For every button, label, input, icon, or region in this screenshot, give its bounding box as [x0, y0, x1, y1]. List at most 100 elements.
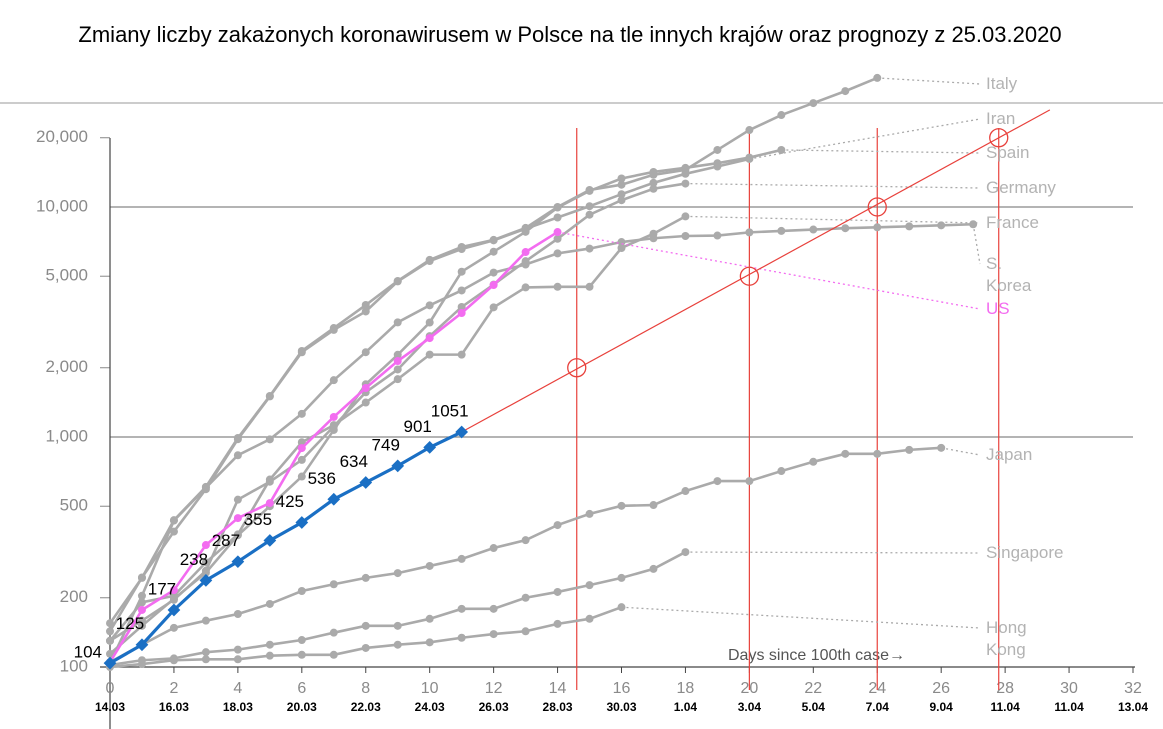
point — [169, 516, 178, 525]
value-label: 634 — [340, 452, 368, 471]
point — [201, 566, 210, 575]
value-label: 425 — [276, 492, 304, 511]
point — [297, 650, 306, 659]
x-date-label: 1.04 — [674, 700, 698, 714]
point — [425, 334, 434, 343]
forecast-point — [989, 128, 1009, 148]
point — [617, 501, 626, 510]
point — [297, 438, 306, 447]
point — [233, 435, 242, 444]
x-tick-label: 8 — [361, 680, 370, 697]
point — [393, 318, 402, 327]
highlight-point — [327, 492, 341, 506]
point — [489, 630, 498, 639]
leader-line — [685, 551, 981, 554]
point — [521, 283, 530, 292]
x-date-label: 18.03 — [223, 700, 253, 714]
point — [745, 228, 754, 237]
series-label: Singapore — [986, 543, 1064, 562]
point — [106, 627, 114, 636]
series-label: Hong Kong — [986, 618, 1027, 659]
point — [809, 457, 818, 466]
point — [937, 443, 946, 452]
point — [265, 435, 274, 444]
point — [553, 587, 562, 596]
point — [297, 636, 306, 645]
y-tick-label: 5,000 — [45, 266, 88, 285]
point — [297, 444, 306, 453]
point — [393, 365, 402, 374]
point — [361, 307, 370, 316]
point — [233, 495, 242, 504]
point — [617, 190, 626, 199]
x-date-label: 9.04 — [930, 700, 954, 714]
point — [649, 234, 658, 243]
point — [713, 231, 722, 240]
point — [425, 638, 434, 647]
point — [425, 350, 434, 359]
y-tick-label: 1,000 — [45, 426, 88, 445]
point — [425, 256, 434, 265]
point — [233, 655, 242, 664]
point — [137, 573, 146, 582]
x-date-label: 28.03 — [543, 700, 573, 714]
x-date-label: 24.03 — [415, 700, 445, 714]
y-tick-label: 2,000 — [45, 357, 88, 376]
point — [457, 302, 466, 311]
leader-line — [685, 182, 981, 189]
point — [393, 357, 402, 366]
leader-line — [972, 224, 981, 265]
point — [489, 268, 498, 277]
y-tick-label: 100 — [60, 656, 88, 675]
point — [361, 643, 370, 652]
point — [553, 619, 562, 628]
point — [201, 648, 210, 657]
value-label: 536 — [308, 469, 336, 488]
y-tick-label: 20,000 — [36, 127, 88, 146]
point — [873, 223, 882, 232]
point — [457, 633, 466, 642]
point — [393, 621, 402, 630]
point — [425, 301, 434, 310]
x-date-label: 11.04 — [1054, 700, 1084, 714]
point — [617, 196, 626, 205]
point — [521, 248, 530, 257]
x-tick-label: 30 — [1060, 680, 1078, 697]
x-tick-label: 14 — [549, 680, 567, 697]
point — [649, 167, 658, 176]
point — [233, 451, 242, 460]
point — [681, 212, 690, 221]
point — [457, 267, 466, 276]
point — [681, 179, 690, 188]
value-label: 177 — [148, 579, 176, 598]
value-label: 238 — [180, 550, 208, 569]
x-tick-label: 10 — [421, 680, 439, 697]
x-date-label: 26.03 — [479, 700, 509, 714]
point — [617, 603, 626, 612]
x-date-label: 13.04 — [1118, 700, 1148, 714]
leader-line — [557, 231, 981, 310]
point — [361, 621, 370, 630]
point — [809, 225, 818, 234]
point — [297, 472, 306, 481]
point — [169, 623, 178, 632]
point — [521, 593, 530, 602]
point — [233, 609, 242, 618]
point — [649, 501, 658, 510]
point — [489, 247, 498, 256]
point — [553, 213, 562, 222]
point — [777, 111, 786, 120]
highlight-point — [391, 459, 405, 473]
x-tick-label: 26 — [932, 680, 950, 697]
point — [777, 226, 786, 235]
point — [585, 614, 594, 623]
point — [745, 477, 754, 486]
point — [169, 656, 178, 665]
point — [745, 126, 754, 135]
point — [905, 445, 914, 454]
point — [201, 558, 210, 567]
y-tick-label: 500 — [60, 496, 88, 515]
series-label: France — [986, 213, 1039, 232]
point — [329, 650, 338, 659]
